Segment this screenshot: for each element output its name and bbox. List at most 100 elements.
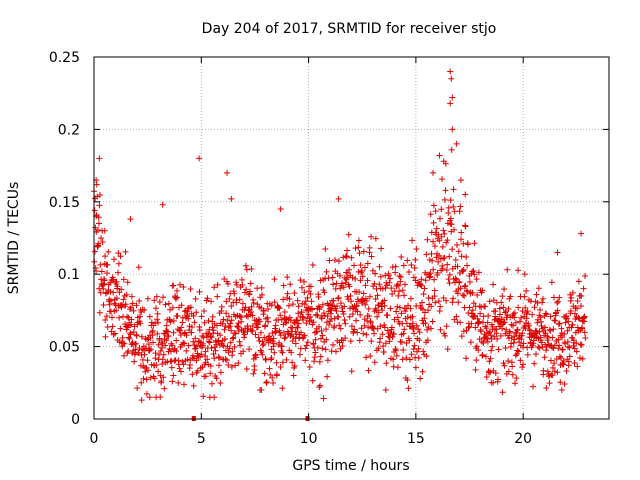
data-point: [534, 319, 541, 326]
data-point: [450, 295, 457, 302]
data-point: [412, 364, 419, 371]
data-point: [434, 269, 441, 276]
data-point: [577, 303, 584, 310]
data-point: [457, 285, 464, 292]
data-point: [438, 206, 445, 213]
data-point: [321, 289, 328, 296]
data-point: [389, 333, 396, 340]
data-point: [193, 357, 200, 364]
data-point: [528, 334, 535, 341]
data-point: [103, 313, 110, 320]
data-point: [155, 341, 162, 348]
data-point: [121, 340, 128, 347]
data-point: [363, 297, 370, 304]
data-point: [507, 293, 514, 300]
data-point: [119, 334, 126, 341]
data-point: [546, 326, 553, 333]
data-point: [146, 394, 153, 401]
data-point: [256, 318, 263, 325]
data-point: [427, 211, 434, 218]
data-point: [407, 305, 414, 312]
data-point: [499, 293, 506, 300]
data-point: [339, 342, 346, 349]
data-point: [498, 299, 505, 306]
data-point: [499, 389, 506, 396]
data-point: [446, 280, 453, 287]
data-point: [574, 363, 581, 370]
data-point: [428, 250, 435, 257]
data-point: [453, 241, 460, 248]
data-point: [130, 307, 137, 314]
data-point: [444, 346, 451, 353]
data-point: [563, 315, 570, 322]
data-point: [243, 312, 250, 319]
data-point: [153, 362, 160, 369]
data-point: [563, 367, 570, 374]
data-point: [571, 359, 578, 366]
data-point: [443, 323, 450, 330]
data-point: [102, 253, 109, 260]
data-point: [216, 354, 223, 361]
data-point: [316, 304, 323, 311]
data-point: [419, 306, 426, 313]
data-point: [207, 370, 214, 377]
data-point: [503, 326, 510, 333]
data-point: [133, 302, 140, 309]
y-axis-label: SRMTID / TECUs: [6, 182, 22, 295]
data-point: [381, 297, 388, 304]
data-point: [399, 356, 406, 363]
data-point: [326, 257, 333, 264]
data-point: [400, 347, 407, 354]
data-point: [242, 304, 249, 311]
data-point: [457, 177, 464, 184]
x-tick-label: 10: [300, 431, 318, 447]
data-point: [348, 298, 355, 305]
data-point: [270, 340, 277, 347]
data-point: [176, 365, 183, 372]
data-point: [200, 393, 207, 400]
data-point: [360, 248, 367, 255]
y-tick-label: 0.15: [49, 195, 80, 211]
data-point: [384, 312, 391, 319]
data-point: [410, 274, 417, 281]
data-point: [294, 317, 301, 324]
data-point: [457, 203, 464, 210]
data-point: [479, 351, 486, 358]
data-point: [470, 300, 477, 307]
data-point: [347, 292, 354, 299]
data-point: [363, 354, 370, 361]
data-point: [104, 261, 111, 268]
data-point: [547, 327, 554, 334]
data-point: [352, 275, 359, 282]
data-point: [202, 373, 209, 380]
data-point: [304, 294, 311, 301]
data-point: [105, 248, 112, 255]
data-point: [338, 280, 345, 287]
data-point: [256, 337, 263, 344]
data-point: [454, 263, 461, 270]
data-point: [510, 339, 517, 346]
data-point: [538, 339, 545, 346]
data-point: [225, 361, 232, 368]
data-point: [566, 353, 573, 360]
data-point: [347, 338, 354, 345]
data-point: [238, 314, 245, 321]
data-point: [341, 317, 348, 324]
data-point: [243, 286, 250, 293]
data-point: [405, 302, 412, 309]
data-point: [317, 277, 324, 284]
data-point: [335, 294, 342, 301]
data-point: [226, 345, 233, 352]
data-point: [205, 361, 212, 368]
x-axis-label: GPS time / hours: [292, 458, 409, 474]
data-point: [461, 292, 468, 299]
data-point: [324, 313, 331, 320]
data-point: [387, 275, 394, 282]
data-point: [108, 328, 115, 335]
data-point: [389, 291, 396, 298]
data-point: [235, 319, 242, 326]
data-point: [145, 367, 152, 374]
data-point: [206, 326, 213, 333]
data-point: [501, 319, 508, 326]
data-point: [375, 309, 382, 316]
